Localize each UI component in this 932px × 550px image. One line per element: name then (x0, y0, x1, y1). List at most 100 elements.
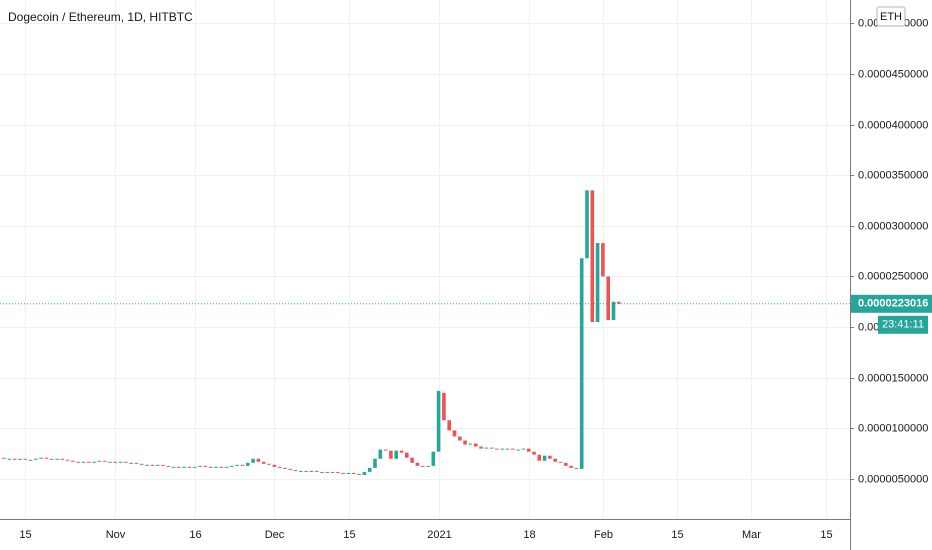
candle-body (71, 460, 75, 462)
candle-body (452, 430, 457, 437)
y-tick-label: 0.0000250000 (858, 270, 928, 282)
candle-body (44, 457, 49, 459)
candle-body (187, 466, 192, 468)
candle-body (177, 466, 181, 468)
candle-body (18, 458, 22, 460)
candle-body (230, 465, 234, 467)
candle-body (102, 460, 107, 462)
candle-body (442, 392, 446, 421)
candle-body (256, 458, 261, 462)
candle-body (389, 450, 393, 459)
candle-body (309, 470, 314, 472)
candle-body (251, 458, 255, 463)
candle-body (336, 471, 340, 473)
candle-body (161, 464, 165, 466)
candle-body (473, 443, 478, 447)
y-tick-label: 0.0000450000 (858, 68, 928, 80)
candle-body (55, 458, 59, 460)
candle-body (511, 448, 515, 450)
candle-body (320, 471, 324, 473)
candle-body (325, 471, 330, 473)
candle-body (2, 457, 6, 459)
x-tick-label: Dec (265, 529, 285, 541)
currency-label[interactable]: ETH (880, 11, 902, 23)
candle-body (447, 420, 451, 431)
candle-body (532, 451, 536, 455)
candle-body (484, 447, 489, 449)
candle-body (505, 448, 510, 450)
candles (0, 190, 850, 475)
candle-body (304, 470, 308, 472)
candle-body (495, 448, 499, 450)
x-tick-label: Feb (594, 529, 613, 541)
candle-body (330, 471, 335, 473)
candle-body (341, 472, 345, 474)
candle-body (314, 470, 319, 472)
candle-body (579, 258, 584, 469)
countdown-badge (878, 315, 928, 334)
candle-body (399, 450, 404, 453)
candle-body (23, 458, 27, 460)
candle-body (118, 461, 123, 463)
candle-body (34, 458, 38, 460)
candle-body (140, 463, 144, 465)
x-tick-label: 18 (523, 529, 535, 541)
candle-body (420, 465, 425, 467)
candle-body (182, 466, 186, 468)
candle-body (299, 470, 303, 472)
candle-body (378, 449, 383, 459)
candle-body (246, 462, 250, 466)
candle-body (12, 458, 17, 460)
y-tick-label: 0.0000300000 (858, 220, 928, 232)
x-tick-label: 15 (343, 529, 355, 541)
candle-body (595, 243, 600, 323)
y-tick-label: 0.0000100000 (858, 422, 928, 434)
currency-badge[interactable] (876, 6, 906, 27)
countdown-label: 23:41:11 (882, 319, 924, 331)
candle-body (352, 472, 356, 474)
candle-body (383, 449, 388, 451)
candle-body (367, 467, 372, 472)
x-tick-label: 16 (189, 529, 201, 541)
candle-body (500, 448, 504, 450)
candle-body (458, 436, 462, 441)
candle-body (81, 461, 86, 463)
y-tick-label: 0.0000050000 (858, 473, 928, 485)
candle-body (193, 466, 197, 468)
x-tick-label: 15 (820, 529, 832, 541)
candle-body (97, 460, 102, 462)
candle-body (601, 243, 605, 277)
candle-body (267, 463, 271, 465)
candle-body (214, 466, 218, 468)
candle-body (87, 461, 91, 463)
candle-body (606, 276, 610, 321)
candle-body (553, 458, 557, 462)
candle-body (129, 462, 133, 464)
candle-body (198, 465, 202, 467)
candle-body (585, 190, 589, 259)
candle-body (261, 461, 266, 464)
candle-body (28, 459, 33, 461)
candle-body (415, 462, 420, 466)
candle-body (155, 464, 160, 466)
x-tick-label: 15 (19, 529, 31, 541)
y-tick-label: 0.0000150000 (858, 372, 928, 384)
x-tick-label: 15 (671, 529, 683, 541)
candle-body (145, 464, 149, 466)
candle-body (235, 464, 239, 466)
candle-body (49, 458, 54, 460)
y-tick-label: 0.0000400000 (858, 119, 928, 131)
candle-body (224, 466, 229, 468)
x-tick-label: Mar (742, 529, 761, 541)
candle-body (526, 448, 531, 452)
candle-body (436, 390, 441, 452)
candle-body (288, 468, 292, 470)
candle-body (590, 190, 595, 323)
candle-body (60, 458, 65, 460)
candle-body (611, 301, 616, 321)
candle-body (171, 466, 176, 468)
candle-body (65, 459, 70, 461)
candle-body (283, 467, 287, 469)
